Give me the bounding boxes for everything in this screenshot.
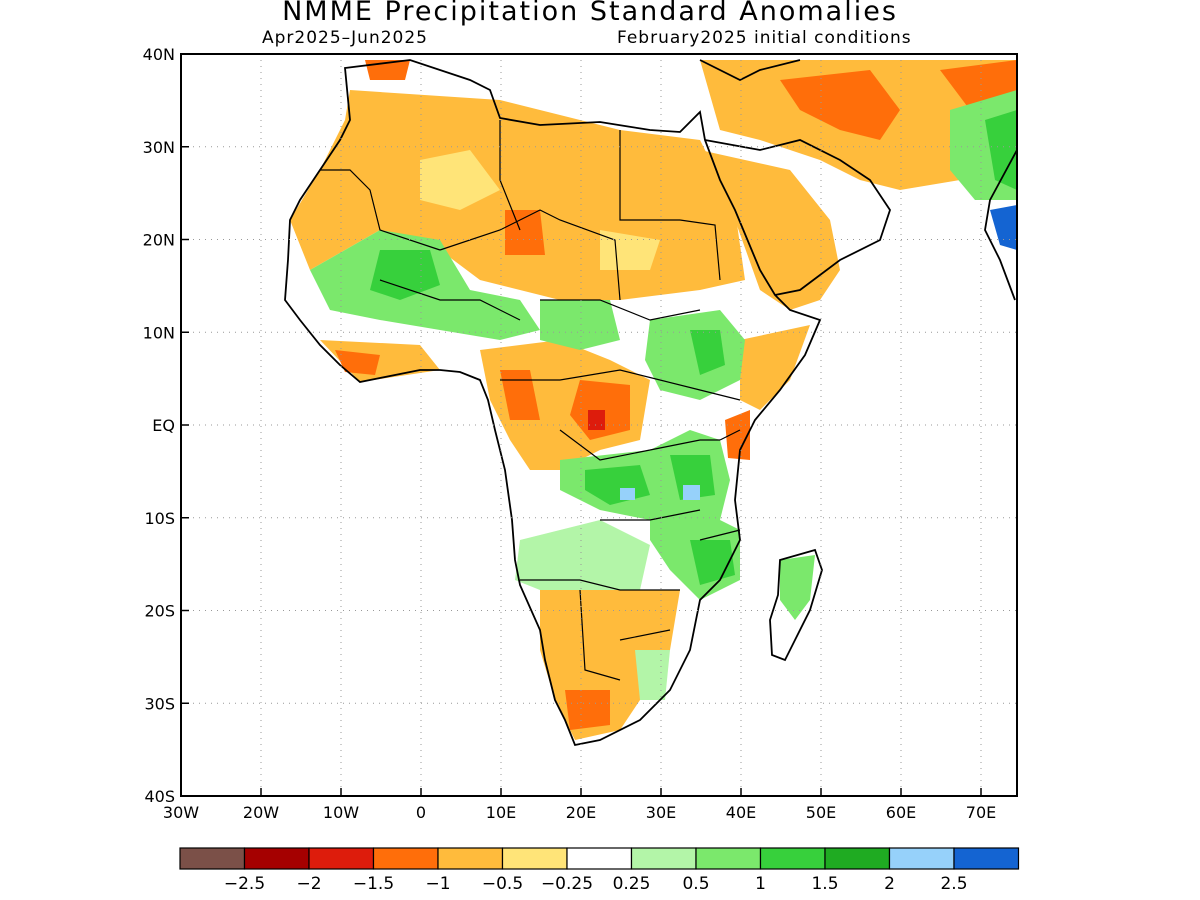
colorbar-label: −2: [296, 874, 321, 894]
colorbar-swatch: [308, 847, 375, 870]
lon-label: 70E: [966, 803, 996, 822]
lat-label: 20S: [144, 602, 175, 621]
latitude-labels: 40N 30N 20N 10N EQ 10S 20S 30S 40S: [143, 45, 175, 806]
lon-label: 20W: [243, 803, 279, 822]
forecast-period: Apr2025–Jun2025: [262, 28, 428, 48]
colorbar-label: −1: [425, 874, 450, 894]
lon-label: 30E: [646, 803, 676, 822]
colorbar-swatch: [179, 847, 246, 870]
lat-label: 40S: [144, 787, 175, 806]
colorbar-label: −0.5: [482, 874, 523, 894]
lat-label: 40N: [143, 45, 175, 64]
colorbar-swatch: [566, 847, 633, 870]
lon-label: 60E: [886, 803, 916, 822]
anomaly-field: [284, 59, 1017, 747]
colorbar-swatch: [437, 847, 504, 870]
colorbar-label: 1.5: [811, 874, 838, 894]
colorbar-swatch: [888, 847, 955, 870]
lat-label: 20N: [143, 231, 175, 250]
axis-ticks: [180, 53, 982, 797]
colorbar-label: 0.25: [613, 874, 651, 894]
map-title: NMME Precipitation Standard Anomalies: [282, 0, 898, 27]
wet-anomalies: [310, 90, 1017, 700]
lat-label: 30S: [144, 694, 175, 713]
lon-label: 20E: [566, 803, 596, 822]
lon-label: 10W: [323, 803, 359, 822]
colorbar-label: −0.25: [541, 874, 593, 894]
country-borders: [320, 120, 741, 681]
colorbar-label: 2.5: [940, 874, 967, 894]
initial-conditions: February2025 initial conditions: [617, 28, 912, 48]
colorbar-swatch: [695, 847, 762, 870]
lon-label: 10E: [486, 803, 516, 822]
colorbar-swatch: [243, 847, 310, 870]
colorbar-swatch: [501, 847, 568, 870]
lon-label: 50E: [806, 803, 836, 822]
coastlines: [284, 59, 1017, 747]
longitude-labels: 30W 20W 10W 0 10E 20E 30E 40E 50E 60E 70E: [163, 803, 996, 822]
lon-label: 30W: [163, 803, 199, 822]
colorbar-label: 0.5: [682, 874, 709, 894]
lon-label: 40E: [726, 803, 756, 822]
colorbar-swatch: [759, 847, 826, 870]
colorbar: [179, 847, 1020, 870]
colorbar-labels: −2.5 −2 −1.5 −1 −0.5 −0.25 0.25 0.5 1 1.5 2 2.5: [224, 874, 968, 894]
colorbar-label: −2.5: [224, 874, 265, 894]
lon-label: 0: [416, 803, 426, 822]
colorbar-swatch: [372, 847, 439, 870]
lat-label: 10S: [144, 509, 175, 528]
colorbar-swatch: [824, 847, 891, 870]
colorbar-swatch: [953, 847, 1020, 870]
colorbar-swatch: [630, 847, 697, 870]
graticule: [181, 54, 1017, 796]
lat-label: 30N: [143, 138, 175, 157]
colorbar-label: −1.5: [353, 874, 394, 894]
colorbar-label: 2: [884, 874, 895, 894]
lat-label: EQ: [152, 416, 175, 435]
colorbar-label: 1: [755, 874, 766, 894]
lat-label: 10N: [143, 323, 175, 342]
